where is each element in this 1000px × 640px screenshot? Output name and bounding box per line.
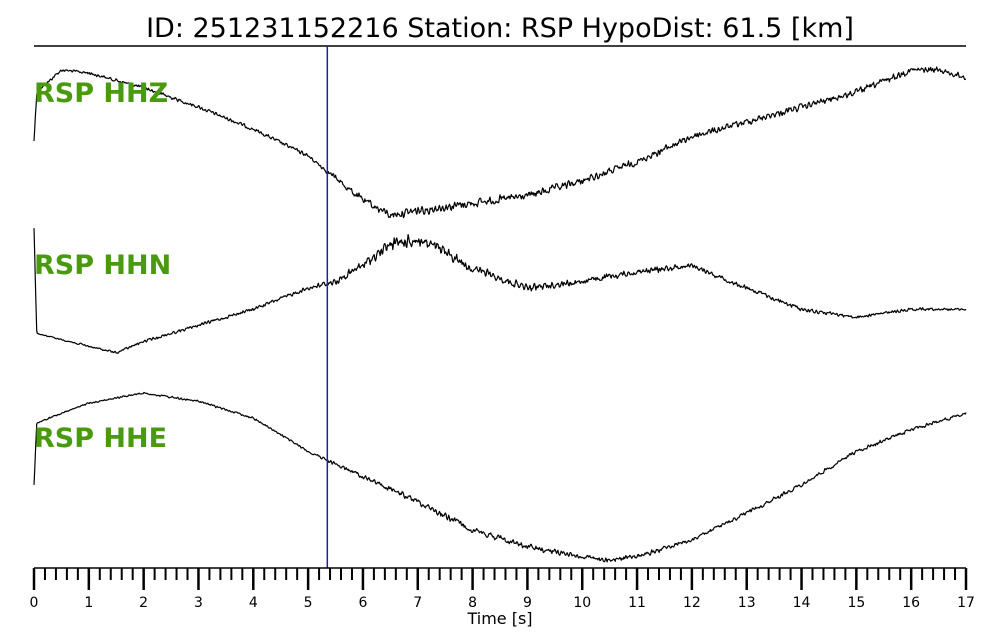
trace-rsp-hhn <box>33 228 967 354</box>
trace-rsp-hhz <box>33 66 967 219</box>
major-tick-group <box>32 568 968 590</box>
tick-label: 5 <box>304 595 313 611</box>
tick-label: 14 <box>793 595 811 611</box>
minor-tick-group <box>43 568 957 580</box>
tick-label: 7 <box>413 595 422 611</box>
trace-label-rsp-hhn: RSP HHN <box>34 250 171 281</box>
tick-label: 16 <box>902 595 920 611</box>
tick-label: 12 <box>683 595 701 611</box>
tick-label: 4 <box>249 595 258 611</box>
tick-label: 13 <box>738 595 756 611</box>
tick-label: 8 <box>468 595 477 611</box>
time-axis: 0 1 2 3 4 5 6 7 8 9 10 11 12 13 14 15 16 17 Time [s] <box>30 567 975 628</box>
tick-label: 2 <box>139 595 148 611</box>
tick-label: 15 <box>847 595 865 611</box>
tick-label: 0 <box>30 595 39 611</box>
figure-title: ID: 251231152216 Station: RSP HypoDist: … <box>146 13 854 44</box>
tick-label: 9 <box>523 595 532 611</box>
trace-rsp-hhe <box>33 391 967 563</box>
tick-label: 11 <box>628 595 646 611</box>
tick-label: 6 <box>358 595 367 611</box>
trace-label-group: RSP HHZ RSP HHN RSP HHE <box>34 78 171 454</box>
trace-group <box>33 66 967 563</box>
trace-label-rsp-hhe: RSP HHE <box>34 423 167 454</box>
tick-label: 10 <box>573 595 591 611</box>
tick-label-group: 0 1 2 3 4 5 6 7 8 9 10 11 12 13 14 15 16 17 <box>30 595 975 611</box>
x-axis-label: Time [s] <box>466 609 532 628</box>
trace-label-rsp-hhz: RSP HHZ <box>34 78 168 109</box>
tick-label: 1 <box>84 595 93 611</box>
tick-label: 3 <box>194 595 203 611</box>
tick-label: 17 <box>957 595 975 611</box>
